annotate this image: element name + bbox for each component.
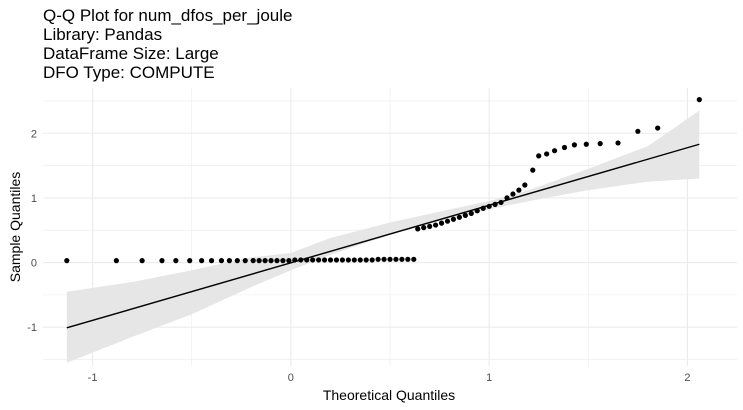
data-point <box>333 257 340 263</box>
data-point <box>411 256 417 262</box>
data-point <box>696 97 702 103</box>
data-point <box>516 187 522 193</box>
data-point <box>530 167 536 173</box>
x-axis-title: Theoretical Quantiles <box>323 387 455 403</box>
y-tick-label: -1 <box>27 322 37 334</box>
data-point <box>492 201 498 207</box>
data-point <box>655 125 661 131</box>
data-point <box>427 223 433 229</box>
data-point <box>199 258 205 264</box>
data-point <box>450 216 457 222</box>
data-point <box>415 226 421 232</box>
data-point <box>421 225 427 231</box>
title-line-4: DFO Type: COMPUTE <box>43 63 215 82</box>
data-point <box>218 258 225 264</box>
data-point <box>226 258 232 264</box>
reference-line <box>66 143 700 329</box>
chart-title: Q-Q Plot for num_dfos_per_joule Library:… <box>43 6 292 82</box>
data-point <box>113 258 119 264</box>
data-point <box>173 258 179 264</box>
data-point <box>387 256 393 262</box>
data-point <box>369 257 375 263</box>
data-point <box>381 256 387 262</box>
data-point <box>304 257 310 263</box>
data-point <box>208 258 215 264</box>
x-tick-label: 0 <box>288 372 294 384</box>
x-tick-labels: -1 0 1 2 <box>88 372 691 384</box>
title-line-1: Q-Q Plot for num_dfos_per_joule <box>43 6 293 25</box>
title-line-2: Library: Pandas <box>43 25 163 44</box>
data-point <box>480 205 486 211</box>
data-point <box>438 220 445 226</box>
data-point <box>375 256 381 262</box>
data-point <box>635 128 641 134</box>
data-point <box>456 214 462 220</box>
data-point <box>64 258 70 264</box>
data-point <box>615 140 621 146</box>
data-point <box>444 218 451 224</box>
y-axis-title: Sample Quantiles <box>7 172 23 283</box>
data-point <box>250 258 256 264</box>
x-tick-label: 1 <box>486 372 492 384</box>
data-point <box>345 257 351 263</box>
data-point <box>399 256 405 262</box>
data-point <box>433 222 439 228</box>
data-point <box>597 141 603 147</box>
data-point <box>321 257 328 263</box>
data-point <box>286 258 292 264</box>
data-point <box>298 257 304 263</box>
data-point <box>468 210 474 217</box>
data-point <box>551 148 558 154</box>
data-points <box>64 97 702 264</box>
y-tick-label: 0 <box>31 258 37 270</box>
data-point <box>159 258 165 264</box>
data-point <box>571 142 578 148</box>
data-point <box>256 258 262 264</box>
data-point <box>327 257 334 263</box>
data-point <box>486 203 492 209</box>
x-tick-label: 2 <box>684 372 690 384</box>
y-tick-label: 1 <box>31 193 37 205</box>
data-point <box>504 195 510 201</box>
data-point <box>544 151 550 157</box>
data-point <box>187 258 193 264</box>
data-point <box>474 208 480 214</box>
data-point <box>357 257 363 263</box>
major-gridlines <box>43 88 737 366</box>
data-point <box>268 258 274 264</box>
title-line-3: DataFrame Size: Large <box>43 44 219 63</box>
data-point <box>242 258 248 264</box>
data-point <box>274 258 280 264</box>
data-point <box>292 257 298 263</box>
data-point <box>561 144 568 151</box>
data-point <box>498 199 504 206</box>
data-point <box>393 256 399 262</box>
data-point <box>280 258 286 264</box>
data-point <box>583 141 589 147</box>
data-point <box>139 258 145 264</box>
data-point <box>522 182 528 188</box>
data-point <box>405 256 411 262</box>
data-point <box>363 257 369 263</box>
data-point <box>462 212 468 218</box>
data-point <box>262 258 268 264</box>
data-point <box>536 153 542 159</box>
data-point <box>339 257 346 263</box>
data-point <box>316 257 322 263</box>
y-tick-label: 2 <box>31 128 37 140</box>
data-point <box>351 257 357 263</box>
y-tick-labels: -1 0 1 2 <box>27 128 37 334</box>
data-point <box>510 191 516 197</box>
x-tick-label: -1 <box>88 372 98 384</box>
data-point <box>234 258 240 264</box>
data-point <box>310 257 316 263</box>
